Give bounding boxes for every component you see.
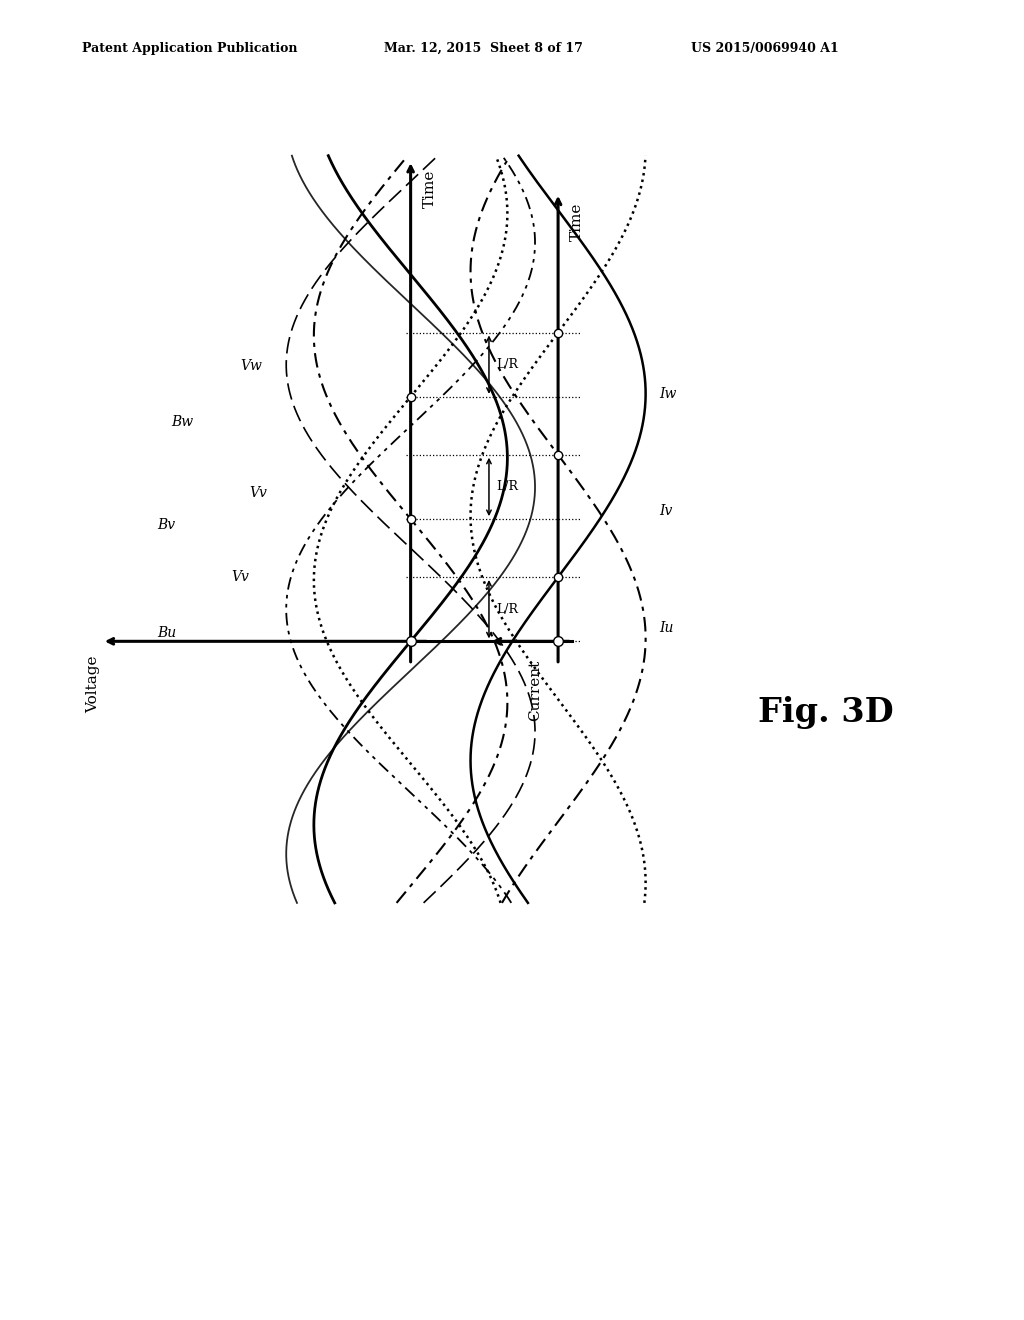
Text: Vw: Vw [240, 359, 262, 374]
Text: Mar. 12, 2015  Sheet 8 of 17: Mar. 12, 2015 Sheet 8 of 17 [384, 42, 583, 55]
Text: L/R: L/R [497, 358, 518, 371]
Text: Bv: Bv [158, 519, 175, 532]
Text: Voltage: Voltage [86, 655, 99, 713]
Text: Vv: Vv [250, 486, 267, 499]
Text: Iu: Iu [659, 620, 674, 635]
Text: Bu: Bu [158, 626, 176, 640]
Text: Time: Time [423, 169, 436, 209]
Text: Iv: Iv [659, 504, 673, 519]
Text: Vv: Vv [231, 570, 249, 583]
Text: L/R: L/R [497, 603, 518, 615]
Text: Patent Application Publication: Patent Application Publication [82, 42, 297, 55]
Text: US 2015/0069940 A1: US 2015/0069940 A1 [691, 42, 839, 55]
Text: Bw: Bw [171, 416, 194, 429]
Text: Time: Time [570, 202, 584, 240]
Text: Fig. 3D: Fig. 3D [758, 697, 893, 729]
Text: Current: Current [528, 660, 542, 721]
Text: Iw: Iw [659, 388, 677, 401]
Text: L/R: L/R [497, 480, 518, 494]
